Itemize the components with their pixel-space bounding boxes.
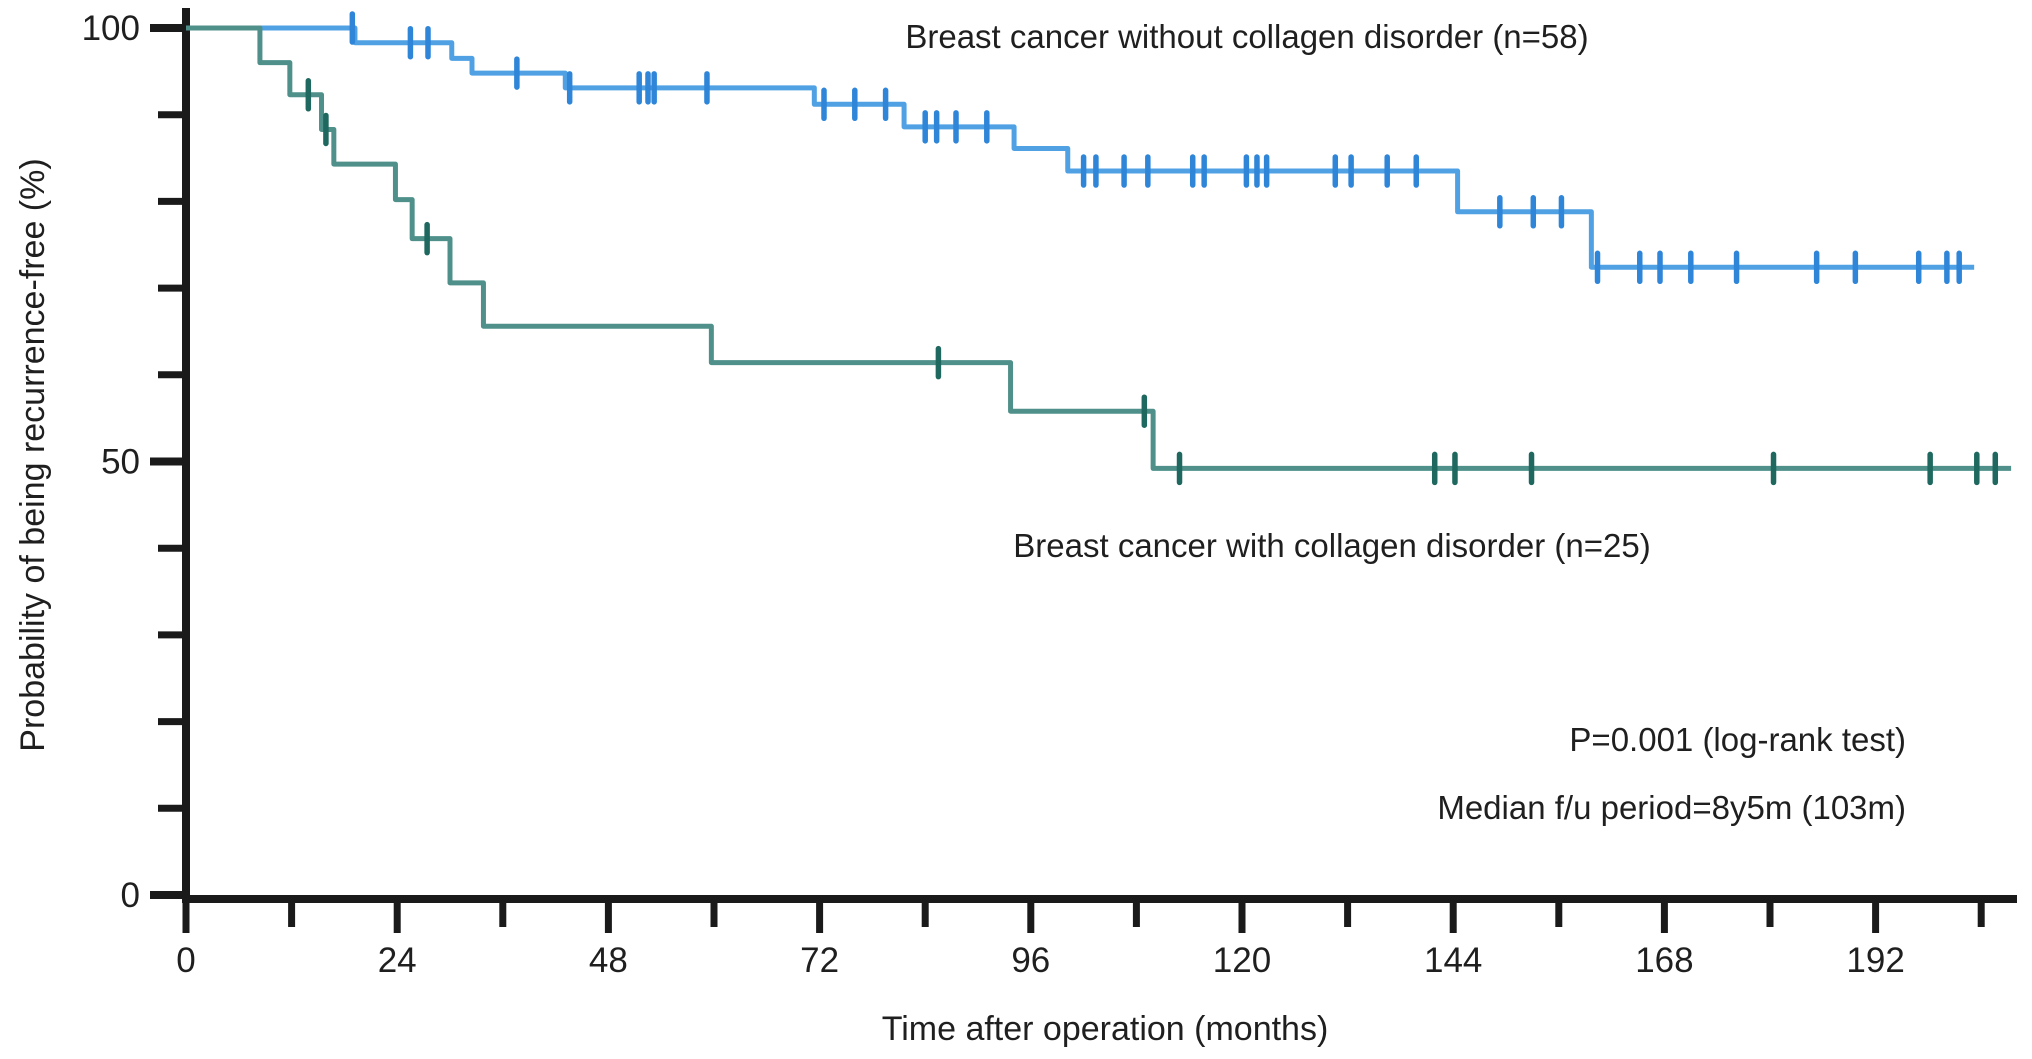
x-tick-label: 120 — [1213, 941, 1271, 980]
censor-marks-with-disorder — [305, 78, 1999, 486]
y-tick-label: 0 — [121, 876, 140, 915]
axes-layer — [150, 8, 2017, 933]
tick-label-layer: 0 24 48 72 96 120 144 168 192 0 50 100 — [82, 9, 1905, 980]
x-tick-label: 192 — [1846, 941, 1904, 980]
x-tick-label: 144 — [1424, 941, 1482, 980]
y-tick-label: 50 — [101, 443, 140, 482]
km-curve-with-disorder — [186, 25, 2012, 471]
x-tick-label: 168 — [1635, 941, 1693, 980]
x-tick-label: 72 — [800, 941, 839, 980]
x-tick-label: 24 — [378, 941, 417, 980]
label-with-collagen-disorder: Breast cancer with collagen disorder (n=… — [1013, 527, 1650, 564]
label-without-collagen-disorder: Breast cancer without collagen disorder … — [905, 18, 1588, 55]
y-axis-title: Probability of being recurrence-free (%) — [14, 158, 52, 751]
x-tick-label: 0 — [176, 941, 195, 980]
x-tick-label: 48 — [589, 941, 628, 980]
km-curves-layer — [186, 11, 2012, 486]
x-tick-label: 96 — [1011, 941, 1050, 980]
median-followup-annotation: Median f/u period=8y5m (103m) — [1437, 789, 1906, 826]
x-axis-title: Time after operation (months) — [882, 1010, 1329, 1048]
censor-marks-without-disorder — [349, 11, 1962, 285]
y-tick-label: 100 — [82, 9, 140, 48]
km-curve-without-disorder — [186, 25, 1975, 270]
p-value-annotation: P=0.001 (log-rank test) — [1569, 721, 1906, 758]
